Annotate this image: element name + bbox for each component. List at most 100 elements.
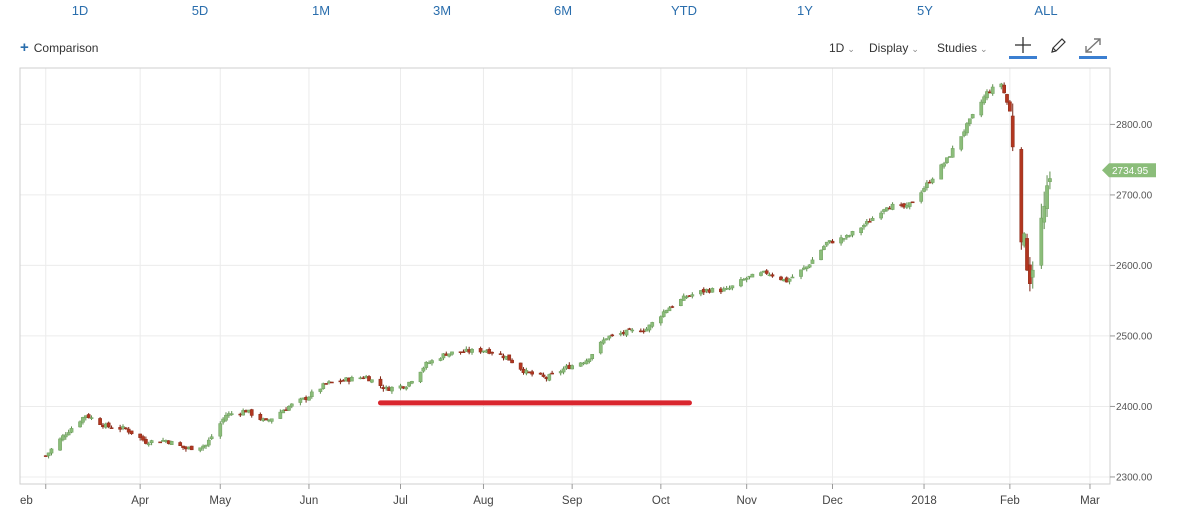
candle-body bbox=[510, 359, 514, 364]
candle-body bbox=[109, 427, 114, 429]
range-tab-1y[interactable]: 1Y bbox=[797, 3, 813, 18]
candle-body bbox=[530, 371, 534, 375]
candle-body bbox=[410, 381, 414, 384]
chart-grid bbox=[20, 68, 1110, 484]
x-tick-label: Feb bbox=[1000, 495, 1020, 507]
range-tab-3m[interactable]: 3M bbox=[432, 3, 452, 18]
candle-body bbox=[850, 231, 855, 236]
candle-body bbox=[730, 285, 735, 289]
studies-label: Studies bbox=[937, 41, 978, 55]
candle-body bbox=[604, 338, 609, 341]
fullscreen-button[interactable] bbox=[1079, 36, 1107, 59]
chart-toolbar: + Comparison 1D ⌄ Display ⌄ Studies ⌄ bbox=[0, 36, 1178, 62]
range-tab-5d[interactable]: 5D bbox=[191, 3, 209, 18]
chevron-down-icon: ⌄ bbox=[847, 44, 855, 54]
range-tab-1m[interactable]: 1M bbox=[311, 3, 331, 18]
candle-body bbox=[822, 246, 826, 250]
candle-body bbox=[43, 455, 48, 457]
candle-body bbox=[441, 353, 446, 359]
candle-body bbox=[1005, 94, 1009, 103]
candle-body bbox=[418, 371, 423, 383]
candle-body bbox=[990, 86, 995, 94]
candle-body bbox=[169, 441, 174, 445]
candle-body bbox=[287, 406, 291, 411]
candle-body bbox=[124, 427, 128, 430]
candle-body bbox=[241, 410, 245, 416]
studies-dropdown[interactable]: Studies ⌄ bbox=[937, 41, 988, 55]
candle-body bbox=[830, 240, 835, 244]
candle-body bbox=[939, 164, 944, 180]
candle-body bbox=[1025, 238, 1029, 271]
candle-body bbox=[390, 386, 394, 392]
candle-body bbox=[799, 269, 803, 277]
comparison-button[interactable]: + Comparison bbox=[20, 39, 98, 56]
candle-body bbox=[269, 418, 274, 422]
y-axis: 2300.00 2400.00 2500.00 2600.00 2700.00 2800.… bbox=[1110, 120, 1153, 483]
expand-icon bbox=[1085, 38, 1101, 53]
range-tab-5y[interactable]: 5Y bbox=[917, 3, 933, 18]
candle-body bbox=[962, 131, 966, 136]
price-tag-shape bbox=[1102, 163, 1156, 178]
range-tab-all[interactable]: ALL bbox=[1034, 3, 1058, 18]
range-tab-1d[interactable]: 1D bbox=[71, 3, 89, 18]
candle-body bbox=[281, 410, 286, 414]
candle-body bbox=[867, 221, 872, 223]
candle-body bbox=[189, 445, 194, 451]
candle-body bbox=[739, 279, 743, 287]
candle-body bbox=[404, 387, 409, 390]
candle-body bbox=[209, 436, 214, 439]
candle-body bbox=[819, 249, 823, 261]
candle-body bbox=[1019, 149, 1024, 243]
candle-body bbox=[750, 273, 755, 278]
candle-body bbox=[721, 288, 726, 292]
candle-body bbox=[309, 391, 314, 397]
candle-body bbox=[670, 306, 675, 308]
candle-body bbox=[959, 136, 964, 150]
candle-body bbox=[859, 227, 863, 233]
candle-body bbox=[430, 360, 434, 364]
candle-body bbox=[610, 334, 615, 337]
candle-body bbox=[321, 383, 326, 389]
candle-body bbox=[370, 379, 374, 383]
candle-body bbox=[590, 354, 595, 360]
range-selector: 1D 5D 1M 3M 6M YTD 1Y 5Y ALL bbox=[0, 0, 1178, 22]
candle-body bbox=[967, 118, 972, 124]
candle-body bbox=[367, 376, 371, 382]
candle-body bbox=[178, 442, 183, 446]
candle-body bbox=[350, 377, 354, 382]
candle-body bbox=[318, 388, 323, 392]
candle-body bbox=[98, 418, 102, 426]
crosshair-tool-button[interactable] bbox=[1009, 36, 1037, 59]
display-dropdown[interactable]: Display ⌄ bbox=[869, 41, 919, 55]
chevron-down-icon: ⌄ bbox=[980, 44, 988, 54]
candle-body bbox=[106, 422, 111, 428]
candle-body bbox=[298, 398, 303, 403]
candle-body bbox=[804, 266, 809, 270]
last-price-label: 2734.95 bbox=[1102, 163, 1156, 178]
range-tab-ytd[interactable]: YTD bbox=[671, 3, 697, 18]
candle-body bbox=[378, 378, 383, 386]
candle-body bbox=[587, 358, 592, 362]
interval-dropdown[interactable]: 1D ⌄ bbox=[829, 41, 855, 55]
candle-body bbox=[58, 438, 62, 451]
price-tag-text: 2734.95 bbox=[1112, 166, 1149, 177]
plus-icon: + bbox=[20, 39, 29, 56]
candle-body bbox=[1045, 185, 1049, 209]
candle-body bbox=[667, 307, 672, 312]
candle-body bbox=[824, 241, 829, 246]
candle-body bbox=[862, 224, 866, 228]
candle-body bbox=[63, 434, 68, 438]
candle-body bbox=[647, 324, 652, 331]
candle-body bbox=[46, 452, 51, 457]
candle-body bbox=[930, 178, 935, 183]
range-tab-6m[interactable]: 6M bbox=[553, 3, 573, 18]
draw-tool-button[interactable] bbox=[1044, 36, 1072, 56]
chevron-down-icon: ⌄ bbox=[911, 44, 919, 54]
candle-body bbox=[498, 353, 503, 355]
candle-body bbox=[438, 358, 443, 361]
candle-body bbox=[919, 192, 924, 202]
candle-body bbox=[547, 374, 552, 381]
candle-body bbox=[965, 123, 969, 134]
candle-body bbox=[307, 396, 311, 401]
